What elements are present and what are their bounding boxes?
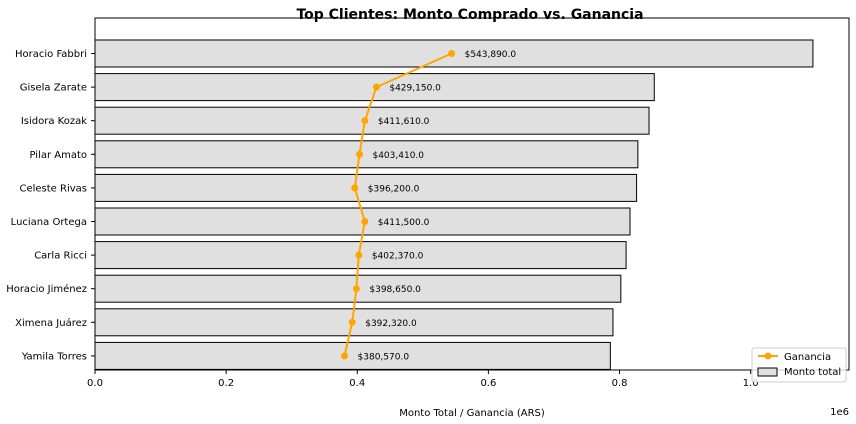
- legend-ganancia-swatch-marker: [764, 352, 772, 360]
- legend-monto-swatch: [757, 367, 778, 377]
- ganancia-line-layer: [341, 50, 456, 360]
- ganancia-point-gisela-zarate: [372, 83, 380, 91]
- ganancia-data-label: $380,570.0: [358, 352, 410, 362]
- ganancia-data-label: $411,500.0: [378, 218, 430, 228]
- ganancia-point-pilar-amato: [355, 150, 363, 158]
- x-axis-offset-label: 1e6: [830, 407, 849, 418]
- ganancia-point-horacio-jimenez: [352, 285, 360, 293]
- ganancia-point-isidora-kozak: [361, 117, 369, 125]
- ganancia-point-horacio-fabbri: [448, 50, 456, 57]
- ganancia-data-label: $403,410.0: [372, 151, 424, 161]
- ganancia-data-label: $396,200.0: [368, 184, 420, 194]
- y-tick-label: Celeste Rivas: [19, 183, 87, 194]
- bar-celeste-rivas: [94, 173, 638, 202]
- legend-monto-label: Monto total: [784, 367, 841, 378]
- x-tick-label: 0.2: [218, 378, 234, 389]
- data-labels-layer: $543,890.0 $429,150.0 $411,610.0 $403,410.0…: [358, 50, 517, 362]
- ganancia-point-celeste-rivas: [351, 184, 359, 192]
- y-axis: Horacio Fabbri Gisela Zarate Isidora Kozak…: [6, 49, 95, 362]
- y-tick-label: Pilar Amato: [29, 150, 87, 161]
- ganancia-data-label: $402,370.0: [372, 252, 424, 262]
- ganancia-data-label: $398,650.0: [369, 285, 421, 295]
- legend: Ganancia Monto total: [751, 347, 847, 383]
- bar-pilar-amato: [94, 140, 639, 169]
- legend-ganancia-label: Ganancia: [784, 352, 831, 363]
- x-tick-label: 0.0: [87, 378, 103, 389]
- x-axis: 0.0 0.2 0.4 0.6 0.8 1.0: [87, 370, 759, 389]
- x-tick-label: 0.8: [612, 378, 628, 389]
- y-tick-label: Horacio Fabbri: [15, 49, 87, 60]
- plot-frame: [94, 17, 850, 371]
- y-tick-label: Horacio Jiménez: [6, 283, 87, 295]
- ganancia-data-label: $411,610.0: [378, 117, 430, 127]
- bars-layer: [94, 39, 814, 370]
- x-tick-label: 0.6: [480, 378, 496, 389]
- y-tick-label: Ximena Juárez: [15, 317, 87, 329]
- y-tick-label: Luciana Ortega: [11, 217, 87, 228]
- bar-isidora-kozak: [94, 106, 650, 135]
- ganancia-point-ximena-juarez: [348, 318, 356, 326]
- ganancia-point-carla-ricci: [355, 251, 363, 259]
- ganancia-data-label: $429,150.0: [389, 84, 441, 94]
- ganancia-point-yamila-torres: [341, 352, 349, 360]
- ganancia-data-label: $543,890.0: [465, 50, 517, 60]
- x-tick-label: 1.0: [743, 378, 759, 389]
- x-axis-label: Monto Total / Ganancia (ARS): [399, 408, 545, 419]
- chart-title: Top Clientes: Monto Comprado vs. Gananci…: [296, 7, 643, 23]
- x-tick-label: 0.4: [349, 378, 365, 389]
- ganancia-point-luciana-ortega: [361, 218, 369, 225]
- bar-yamila-torres: [94, 341, 611, 370]
- y-tick-label: Carla Ricci: [34, 251, 87, 262]
- y-tick-label: Yamila Torres: [21, 351, 87, 362]
- ganancia-line: [343, 52, 453, 357]
- y-tick-label: Gisela Zarate: [20, 83, 87, 94]
- y-tick-label: Isidora Kozak: [21, 116, 87, 127]
- ganancia-data-label: $392,320.0: [365, 319, 417, 329]
